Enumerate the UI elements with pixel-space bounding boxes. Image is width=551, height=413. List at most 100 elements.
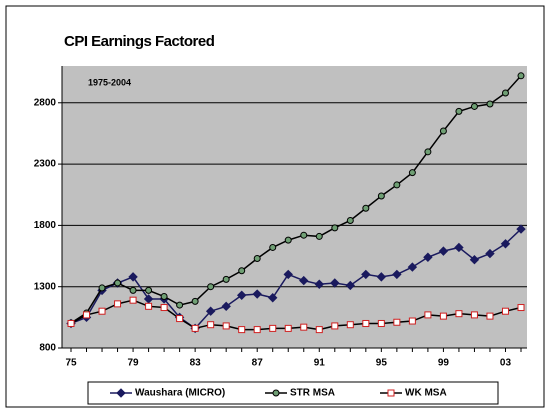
point [330,278,340,288]
chart-title: CPI Earnings Factored [64,33,215,50]
point [83,311,91,319]
point [423,252,433,262]
point [469,255,480,265]
point [98,284,106,292]
point [315,232,323,240]
point [485,248,495,259]
y-tick-label: 1300 [34,281,57,292]
point [346,216,354,224]
point [269,243,277,251]
point [314,279,324,289]
point [67,319,75,327]
point [454,242,464,253]
legend-label: Waushara (MICRO) [135,388,225,399]
point [191,297,199,305]
point [470,311,478,319]
point [207,321,215,329]
point [408,169,416,177]
point [283,269,293,280]
point [424,311,432,319]
point [392,269,402,280]
point [205,306,216,316]
point [362,319,370,327]
point [439,312,447,320]
legend [87,381,499,405]
point [424,148,432,156]
point [114,279,122,287]
point [145,302,153,310]
point [284,236,292,244]
point [207,283,215,291]
legend-marker [272,389,280,397]
point [191,324,199,332]
point [470,102,478,110]
y-tick-label: 800 [39,343,56,354]
point [393,318,401,326]
x-tick-label: 87 [252,358,264,369]
legend-marker [387,389,395,397]
point [129,286,137,294]
point [362,204,370,212]
point [145,286,153,294]
point [268,293,278,303]
point [221,301,231,312]
x-tick-label: 99 [438,358,450,369]
point [455,107,463,115]
point [128,272,138,282]
point [129,296,137,304]
point [345,280,356,291]
point [176,315,184,323]
point [114,300,122,308]
y-tick-label: 2800 [34,97,57,108]
point [438,246,449,256]
point [393,181,401,189]
point [253,326,261,334]
point [516,224,526,234]
point [331,322,339,330]
x-tick-label: 91 [314,358,326,369]
point [376,272,387,282]
point [500,239,511,249]
point [439,127,447,135]
point [315,326,323,334]
point [408,317,416,325]
point [284,324,292,332]
point [517,304,525,312]
point [407,262,418,272]
plot-area [62,66,527,348]
x-tick-label: 83 [190,358,202,369]
point [299,275,309,286]
point [238,267,246,275]
annotation: 1975-2004 [88,77,131,87]
point [455,310,463,318]
point [253,254,261,262]
y-tick-label: 2300 [34,159,57,170]
point [501,89,509,97]
y-tick-label: 1800 [34,220,57,231]
point [269,324,277,332]
point [361,269,371,280]
x-tick-label: 79 [128,358,140,369]
point [238,326,246,334]
x-tick-label: 75 [65,358,77,369]
point [486,100,494,108]
point [300,231,308,239]
point [160,293,168,301]
point [501,307,509,315]
point [331,224,339,232]
x-tick-label: 03 [500,358,512,369]
point [346,321,354,329]
x-tick-label: 95 [376,358,388,369]
legend-label: STR MSA [290,388,335,399]
point [222,275,230,283]
point [300,323,308,331]
point [98,307,106,315]
point [486,312,494,320]
point [160,304,168,312]
point [176,301,184,309]
legend-label: WK MSA [405,388,447,399]
point [222,322,230,330]
point [517,72,525,80]
point [252,289,262,299]
